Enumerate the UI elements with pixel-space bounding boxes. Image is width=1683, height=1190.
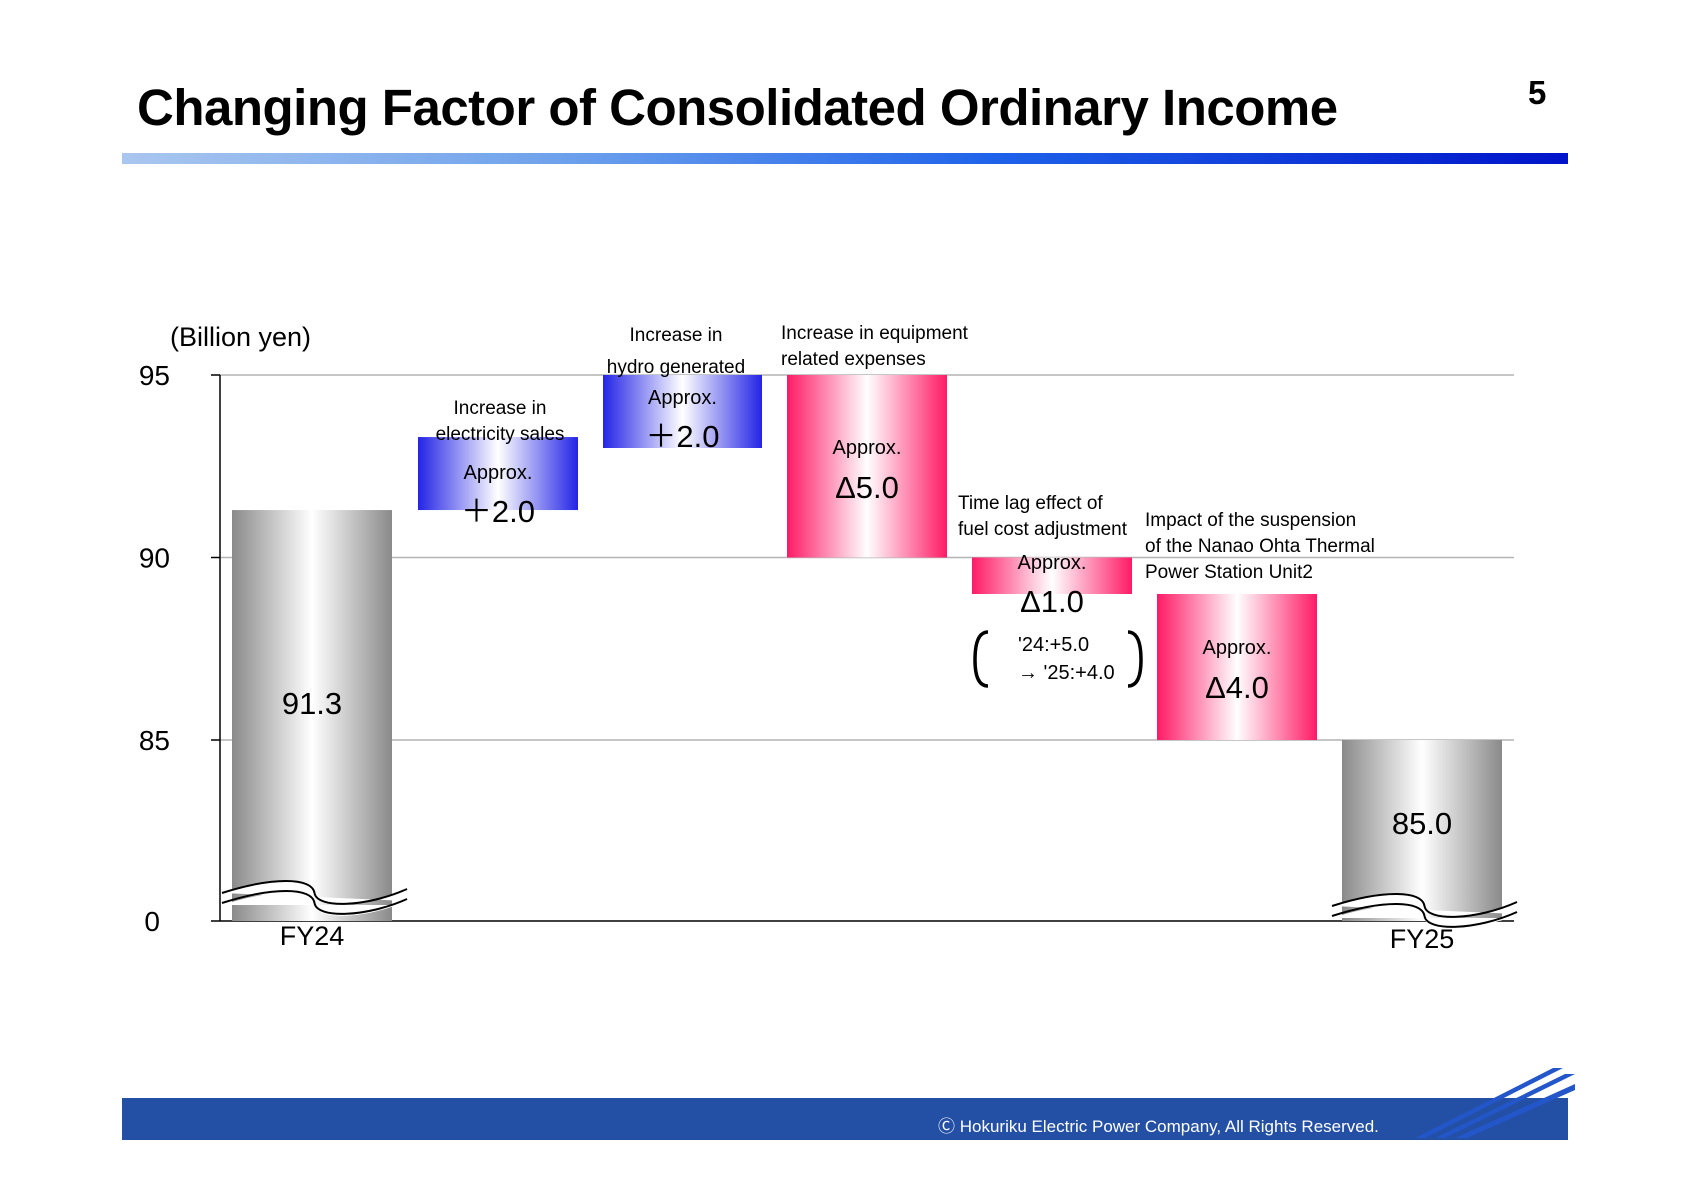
bar-value-label: ＋2.0	[461, 494, 535, 529]
footer-bar	[122, 1098, 1568, 1140]
bar-prefix-label: Approx.	[833, 437, 902, 459]
bar-fy24	[232, 510, 392, 921]
bar-description-line: related expenses	[781, 349, 926, 370]
footer-copyright: Ⓒ Hokuriku Electric Power Company, All R…	[938, 1117, 1379, 1136]
axis-break-wave-icon	[1331, 893, 1518, 918]
bar-value-label: Δ4.0	[1205, 670, 1269, 705]
bar-prefix-label: Approx.	[1018, 552, 1087, 574]
bar-description-line: Increase in equipment	[781, 323, 969, 344]
y-tick-label: 0	[144, 906, 160, 937]
x-category-label: FY25	[1390, 924, 1455, 954]
bar-fy25	[1342, 740, 1502, 921]
x-category-label: FY24	[280, 921, 345, 951]
bar-hydro	[603, 375, 762, 448]
bar-value-label: 85.0	[1392, 806, 1452, 841]
bar-description-line: Impact of the suspension	[1145, 510, 1356, 531]
axis-break-fill	[222, 881, 407, 916]
axis-break-fill	[1332, 894, 1517, 929]
diagonal-stripes-logo-icon	[1415, 1068, 1575, 1138]
bar-value-label: Δ1.0	[1020, 584, 1084, 619]
bar-description-line: Time lag effect of	[958, 493, 1103, 514]
bar-description-line: hydro generated	[607, 357, 745, 378]
axis-break-wave-icon	[221, 890, 408, 915]
bar-note-line: '24:+5.0	[1018, 634, 1089, 656]
bar-prefix-label: Approx.	[1203, 637, 1272, 659]
bar-nanao	[1157, 594, 1317, 740]
bar-value-label: 91.3	[282, 686, 342, 721]
right-bracket-icon	[1127, 630, 1143, 688]
bar-value-label: ＋2.0	[645, 419, 719, 454]
axis-break-wave-icon	[1331, 903, 1518, 928]
slide-title: Changing Factor of Consolidated Ordinary…	[137, 79, 1338, 136]
bar-note-line: → '25:+4.0	[1018, 662, 1115, 684]
axis-break-wave-icon	[221, 880, 408, 905]
title-underline	[122, 153, 1568, 164]
y-tick-label: 90	[139, 543, 170, 574]
bar-description-line: of the Nanao Ohta Thermal	[1145, 536, 1375, 557]
y-tick-label: 95	[139, 360, 170, 391]
bar-description-line: electricity sales	[436, 424, 565, 445]
y-tick-label: 85	[139, 725, 170, 756]
bar-equipment	[787, 375, 947, 558]
bar-description-line: Increase in	[630, 325, 723, 346]
bar-time-lag	[972, 557, 1132, 594]
bar-value-label: Δ5.0	[835, 470, 899, 505]
bar-prefix-label: Approx.	[648, 387, 717, 409]
page-number: 5	[1528, 74, 1547, 111]
left-bracket-icon	[973, 630, 989, 688]
bar-electricity-sales	[418, 437, 578, 511]
bar-description-line: fuel cost adjustment	[958, 519, 1128, 540]
bar-description-line: Power Station Unit2	[1145, 562, 1313, 583]
bar-prefix-label: Approx.	[464, 462, 533, 484]
unit-label: (Billion yen)	[170, 322, 311, 352]
bar-description-line: Increase in	[454, 398, 547, 419]
